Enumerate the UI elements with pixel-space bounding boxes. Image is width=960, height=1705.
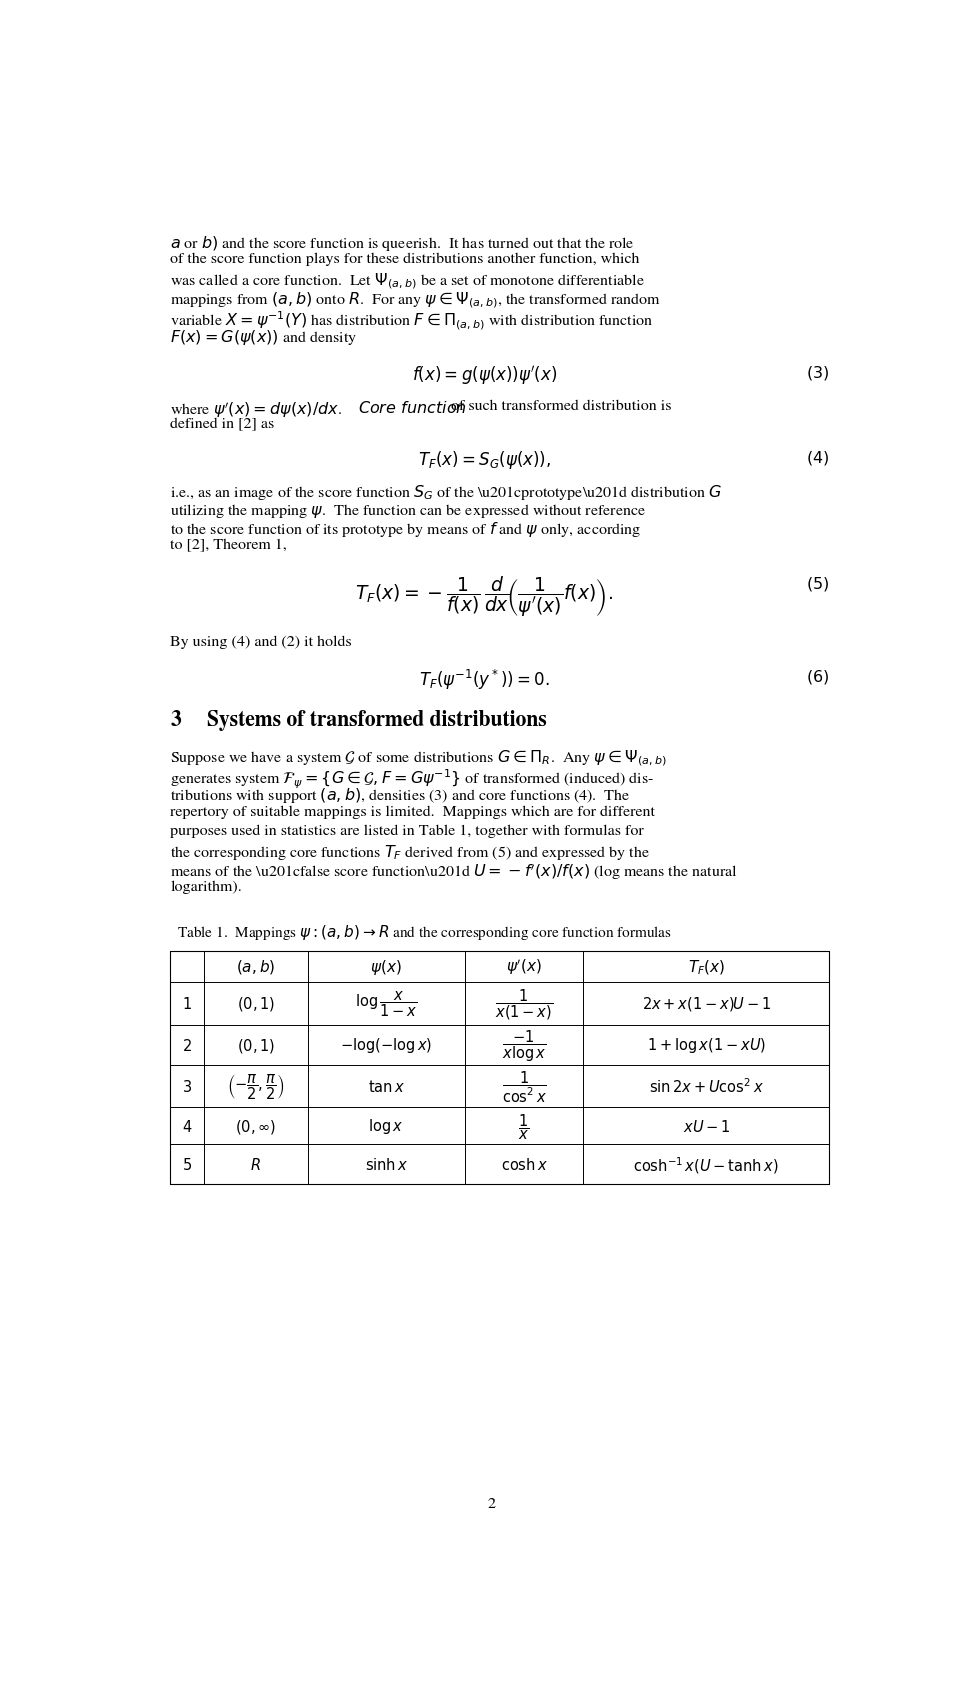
- Text: logarithm).: logarithm).: [170, 880, 242, 893]
- Text: $(5)$: $(5)$: [805, 575, 829, 593]
- Text: defined in [2] as: defined in [2] as: [170, 418, 275, 431]
- Text: mappings from $(a, b)$ onto $R$.  For any $\psi \in \Psi_{(a,b)}$, the transform: mappings from $(a, b)$ onto $R$. For any…: [170, 290, 661, 310]
- Text: purposes used in statistics are listed in Table 1, together with formulas for: purposes used in statistics are listed i…: [170, 824, 644, 837]
- Text: $T_F(\psi^{-1}(y^*)) = 0.$: $T_F(\psi^{-1}(y^*)) = 0.$: [419, 667, 550, 692]
- Text: $3$: $3$: [182, 1079, 192, 1095]
- Text: $\log x$: $\log x$: [369, 1117, 404, 1136]
- Text: $T_F(x) = -\dfrac{1}{f(x)}\,\dfrac{d}{dx}\!\left(\dfrac{1}{\psi'(x)}f(x)\right).: $T_F(x) = -\dfrac{1}{f(x)}\,\dfrac{d}{dx…: [355, 575, 613, 619]
- Text: to [2], Theorem 1,: to [2], Theorem 1,: [170, 539, 287, 552]
- Text: $(0,1)$: $(0,1)$: [236, 994, 275, 1013]
- Text: $T_F(x) = S_G(\psi(x)),$: $T_F(x) = S_G(\psi(x)),$: [418, 448, 551, 471]
- Text: $-\log(-\log x)$: $-\log(-\log x)$: [340, 1037, 432, 1055]
- Text: variable $X = \psi^{-1}(Y)$ has distribution $F \in \Pi_{(a,b)}$ with distributi: variable $X = \psi^{-1}(Y)$ has distribu…: [170, 309, 654, 331]
- Text: $\dfrac{-1}{x\log x}$: $\dfrac{-1}{x\log x}$: [502, 1028, 546, 1064]
- Text: $R$: $R$: [251, 1156, 261, 1173]
- Text: $2x + x(1-x)U - 1$: $2x + x(1-x)U - 1$: [641, 994, 771, 1013]
- Text: $5$: $5$: [182, 1156, 192, 1173]
- Text: $\dfrac{1}{\cos^2 x}$: $\dfrac{1}{\cos^2 x}$: [502, 1069, 546, 1105]
- Text: $1 + \log x(1-xU)$: $1 + \log x(1-xU)$: [647, 1037, 766, 1055]
- Text: of the score function plays for these distributions another function, which: of the score function plays for these di…: [170, 252, 639, 266]
- Text: Systems of transformed distributions: Systems of transformed distributions: [206, 709, 546, 731]
- Text: $4$: $4$: [181, 1118, 192, 1134]
- Text: $\cosh^{-1} x(U - \tanh x)$: $\cosh^{-1} x(U - \tanh x)$: [634, 1154, 780, 1175]
- Text: $1$: $1$: [182, 996, 192, 1011]
- Text: Suppose we have a system $\mathcal{G}$ of some distributions $G \in \Pi_R$.  Any: Suppose we have a system $\mathcal{G}$ o…: [170, 748, 667, 767]
- Text: $(3)$: $(3)$: [805, 363, 829, 382]
- Text: $(6)$: $(6)$: [805, 667, 829, 685]
- Text: $xU - 1$: $xU - 1$: [683, 1118, 730, 1134]
- Text: $(0,\infty)$: $(0,\infty)$: [235, 1117, 276, 1136]
- Text: to the score function of its prototype by means of $f$ and $\psi$ only, accordin: to the score function of its prototype b…: [170, 520, 642, 539]
- Text: $T_F(x)$: $T_F(x)$: [687, 958, 725, 975]
- Text: utilizing the mapping $\psi$.  The function can be expressed without reference: utilizing the mapping $\psi$. The functi…: [170, 501, 646, 520]
- Text: $\left(-\dfrac{\pi}{2},\dfrac{\pi}{2}\right)$: $\left(-\dfrac{\pi}{2},\dfrac{\pi}{2}\ri…: [227, 1072, 284, 1101]
- Text: 3: 3: [170, 709, 181, 731]
- Text: $\mathit{Core\ function}$: $\mathit{Core\ function}$: [358, 399, 467, 416]
- Text: $\dfrac{1}{x(1-x)}$: $\dfrac{1}{x(1-x)}$: [495, 987, 553, 1021]
- Text: $\sin 2x + U\cos^2 x$: $\sin 2x + U\cos^2 x$: [649, 1078, 764, 1096]
- Text: repertory of suitable mappings is limited.  Mappings which are for different: repertory of suitable mappings is limite…: [170, 805, 656, 818]
- Text: $\cosh x$: $\cosh x$: [501, 1156, 547, 1173]
- Text: i.e., as an image of the score function $S_G$ of the \u201cprototype\u201d distr: i.e., as an image of the score function …: [170, 483, 722, 501]
- Text: $\psi(x)$: $\psi(x)$: [371, 957, 402, 977]
- Text: where $\psi'(x) = d\psi(x)/dx$.: where $\psi'(x) = d\psi(x)/dx$.: [170, 399, 348, 419]
- Text: $a$ or $b)$ and the score function is queerish.  It has turned out that the role: $a$ or $b)$ and the score function is qu…: [170, 234, 635, 252]
- Text: $\tan x$: $\tan x$: [368, 1079, 405, 1095]
- Text: $(0,1)$: $(0,1)$: [236, 1037, 275, 1054]
- Text: $(4)$: $(4)$: [805, 448, 829, 467]
- Text: By using (4) and (2) it holds: By using (4) and (2) it holds: [170, 634, 352, 648]
- Text: $\sinh x$: $\sinh x$: [365, 1156, 408, 1173]
- Text: Table 1.  Mappings $\psi:(a,b)\to R$ and the corresponding core function formula: Table 1. Mappings $\psi:(a,b)\to R$ and …: [177, 922, 672, 941]
- Text: $F(x) = G(\psi(x))$ and density: $F(x) = G(\psi(x))$ and density: [170, 327, 357, 348]
- Text: $\psi'(x)$: $\psi'(x)$: [506, 957, 542, 977]
- Text: $\dfrac{1}{x}$: $\dfrac{1}{x}$: [518, 1112, 530, 1141]
- Text: 2: 2: [488, 1497, 496, 1511]
- Text: $f(x) = g(\psi(x))\psi'(x)$: $f(x) = g(\psi(x))\psi'(x)$: [412, 363, 557, 387]
- Text: generates system $\mathcal{F}_\psi = \{G \in \mathcal{G}, F = G\psi^{-1}\}$ of t: generates system $\mathcal{F}_\psi = \{G…: [170, 767, 655, 791]
- Text: the corresponding core functions $T_F$ derived from (5) and expressed by the: the corresponding core functions $T_F$ d…: [170, 842, 650, 861]
- Text: $(a,b)$: $(a,b)$: [236, 958, 276, 975]
- Text: means of the \u201cfalse score function\u201d $U = -f'(x)/f(x)$ (log means the n: means of the \u201cfalse score function\…: [170, 861, 738, 881]
- Text: was called a core function.  Let $\Psi_{(a,b)}$ be a set of monotone differentia: was called a core function. Let $\Psi_{(…: [170, 271, 645, 292]
- Text: $2$: $2$: [182, 1037, 192, 1054]
- Text: tributions with support $(a, b)$, densities (3) and core functions (4).  The: tributions with support $(a, b)$, densit…: [170, 786, 631, 805]
- Text: of such transformed distribution is: of such transformed distribution is: [447, 399, 672, 413]
- Bar: [170, 951, 829, 1185]
- Text: $\log\dfrac{x}{1-x}$: $\log\dfrac{x}{1-x}$: [355, 989, 418, 1018]
